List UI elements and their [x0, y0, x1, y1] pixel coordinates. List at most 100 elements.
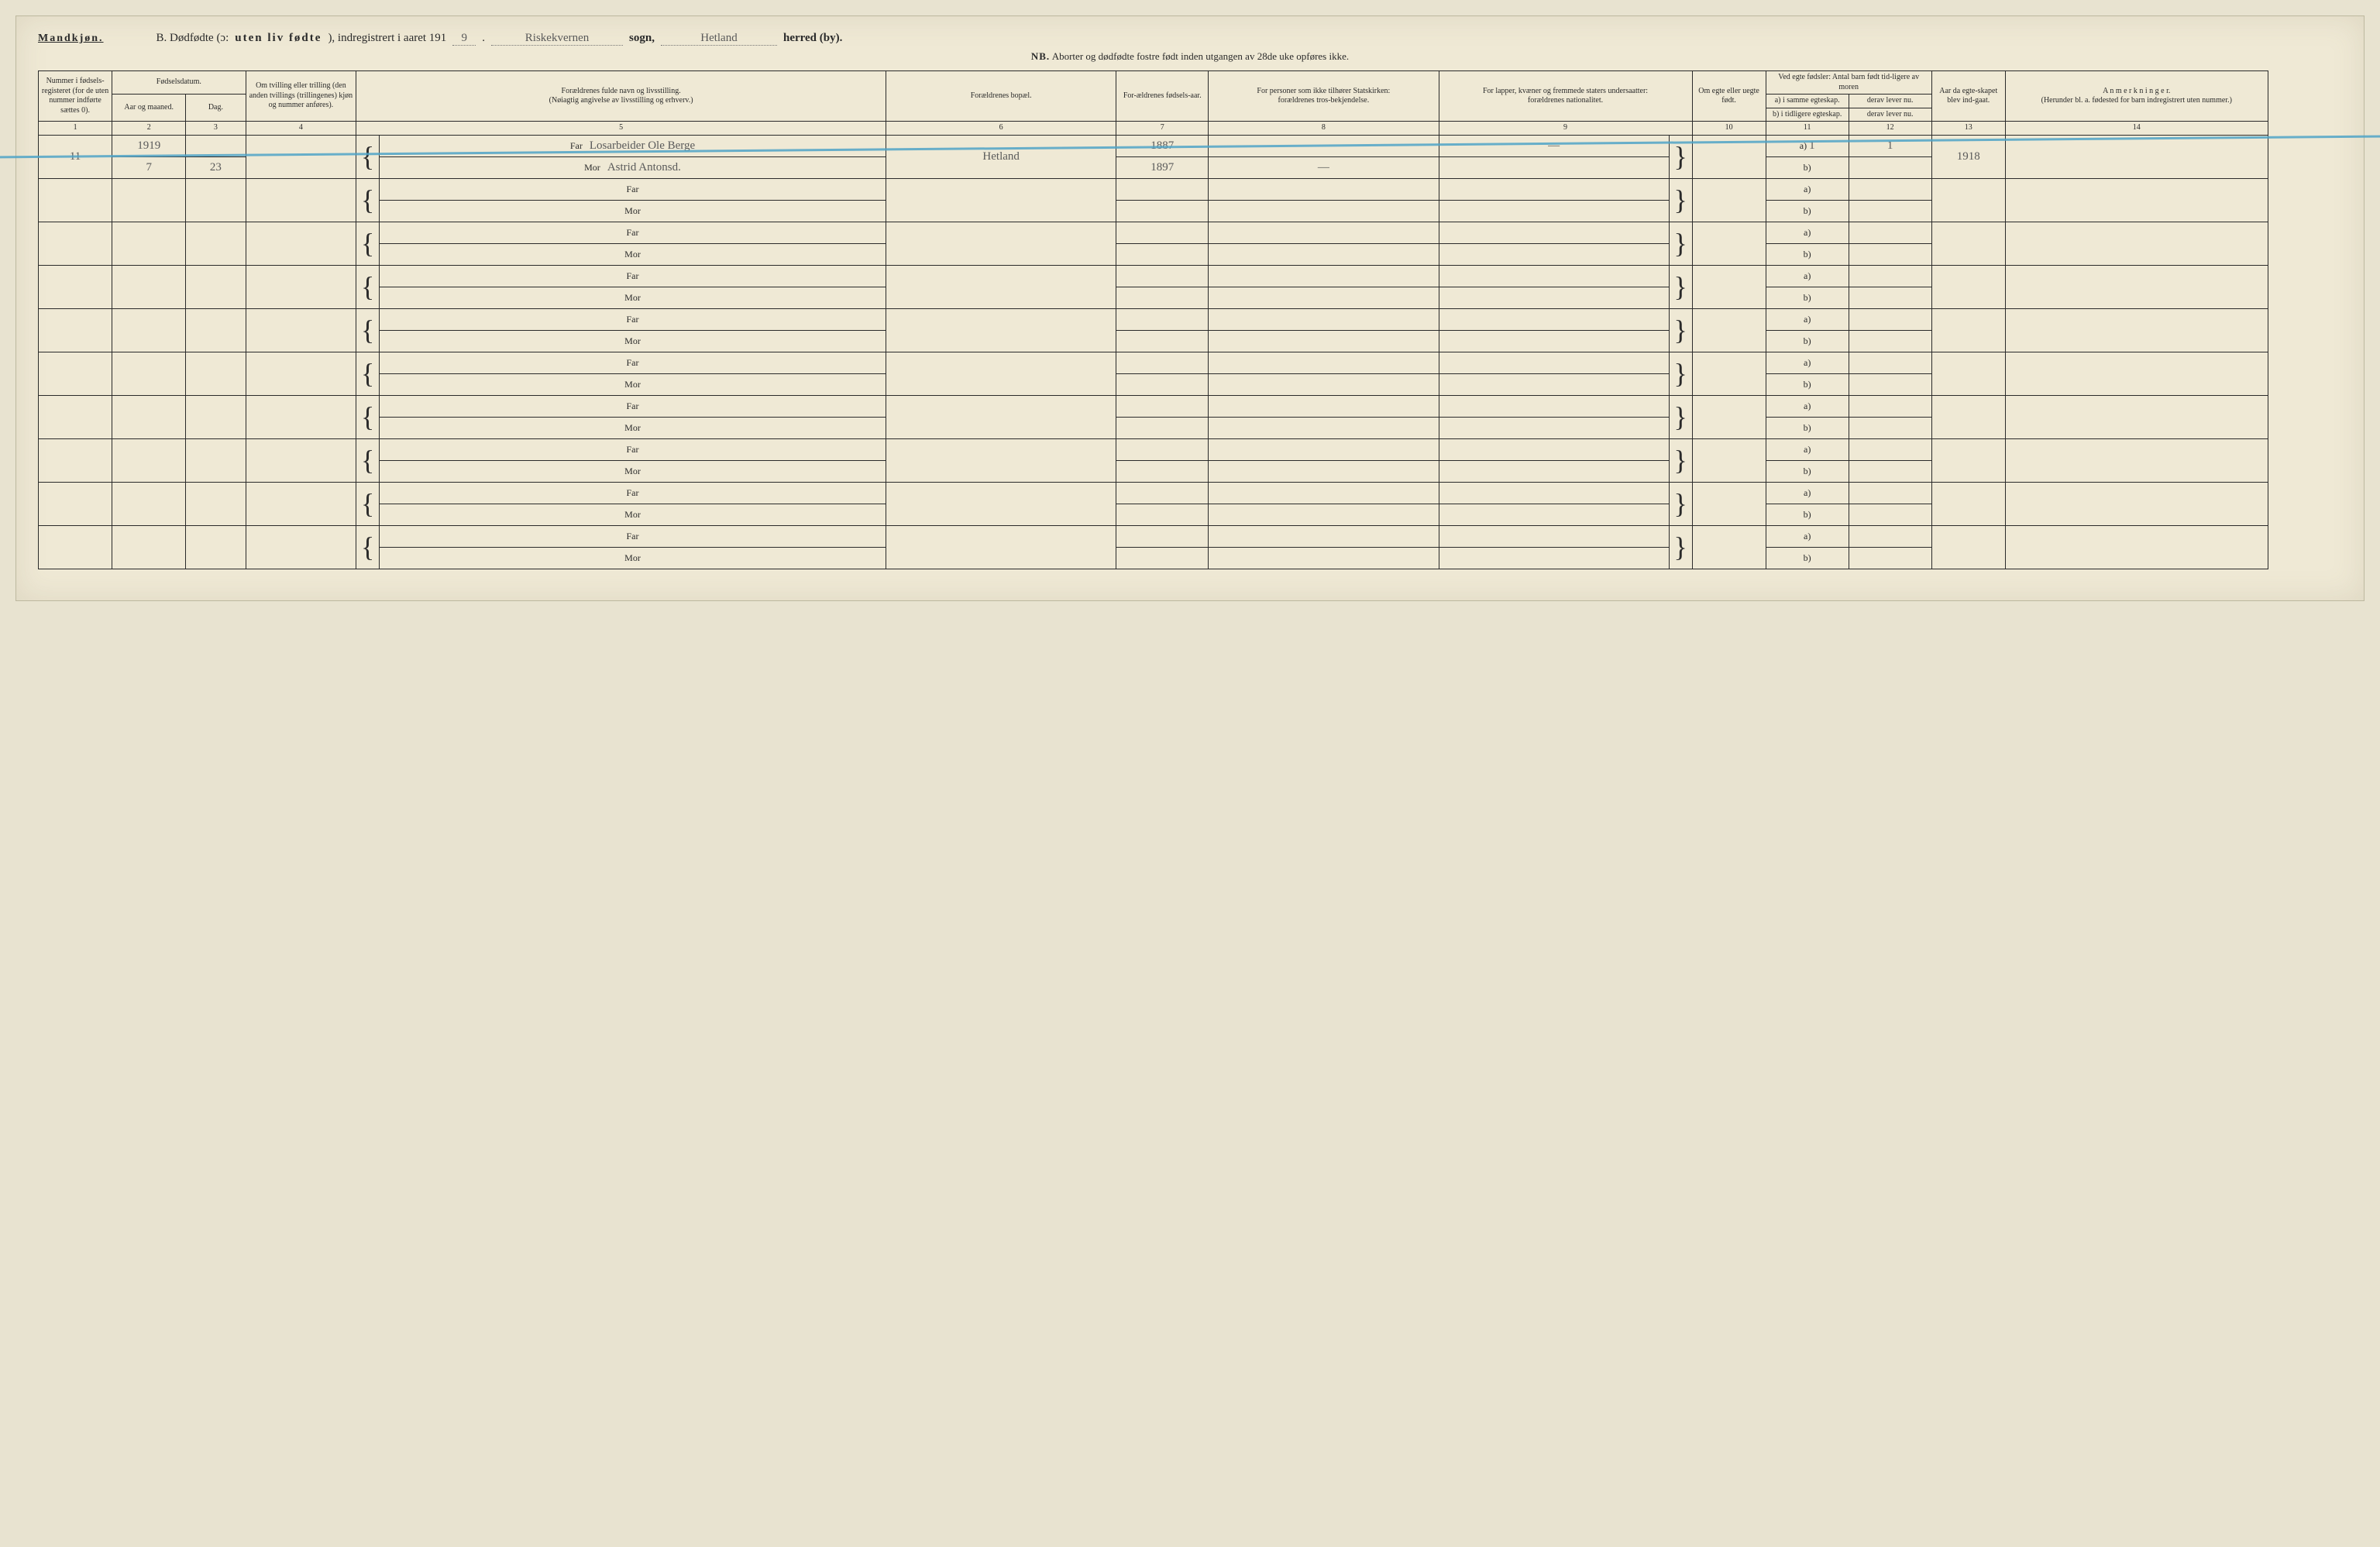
cell — [1931, 178, 2005, 222]
cell-b: b) — [1766, 504, 1849, 525]
herred-label: herred (by). — [783, 32, 842, 45]
far-cell: Far — [379, 482, 886, 504]
entry-12a: 1 — [1849, 135, 1931, 156]
far-label: Far — [626, 270, 638, 281]
cell — [2005, 308, 2268, 352]
a-label: a) — [1804, 184, 1811, 194]
mor-label: Mor — [584, 162, 600, 173]
cell — [186, 525, 246, 569]
cell — [246, 395, 356, 438]
cell-b: b) — [1766, 330, 1849, 352]
a-label: a) — [1804, 270, 1811, 281]
cell — [1116, 330, 1209, 352]
cell — [1439, 265, 1669, 287]
entry-11b: b) — [1766, 156, 1849, 178]
cell — [1209, 287, 1439, 308]
cell — [1692, 308, 1766, 352]
empty-row-far: {Far}a) — [39, 395, 2342, 417]
cell-b: b) — [1766, 287, 1849, 308]
empty-row-far: {Far}a) — [39, 308, 2342, 330]
mor-cell: Mor — [379, 460, 886, 482]
mor-cell: Mor — [379, 547, 886, 569]
sogn-value: Riskekvernen — [491, 32, 623, 46]
cell — [1692, 352, 1766, 395]
cell — [112, 222, 186, 265]
brace-right: } — [1669, 222, 1692, 265]
cell — [1116, 352, 1209, 373]
col-14a: A n m e r k n i n g e r. — [2008, 87, 2265, 97]
cell — [1116, 460, 1209, 482]
brace-right: } — [1669, 525, 1692, 569]
cell — [2005, 525, 2268, 569]
entry-year: 1919 — [112, 135, 186, 156]
entry-tros-far — [1209, 135, 1439, 156]
far-cell: Far — [379, 178, 886, 200]
colnum: 9 — [1439, 122, 1692, 136]
cell — [1116, 438, 1209, 460]
cell — [1209, 178, 1439, 200]
cell — [1209, 243, 1439, 265]
cell — [886, 222, 1116, 265]
entry-13: 1918 — [1931, 135, 2005, 178]
colnum: 11 — [1766, 122, 1849, 136]
cell — [1849, 547, 1931, 569]
cell — [1439, 395, 1669, 417]
col-12a-header: derav lever nu. — [1849, 95, 1931, 108]
far-cell: Far — [379, 308, 886, 330]
cell-b: b) — [1766, 417, 1849, 438]
title-mid: ), indregistrert i aaret 191 — [328, 32, 446, 45]
cell — [39, 482, 112, 525]
mor-cell: Mor — [379, 330, 886, 352]
cell — [186, 352, 246, 395]
cell — [1209, 525, 1439, 547]
mor-label: Mor — [624, 205, 641, 216]
mor-label: Mor — [624, 379, 641, 390]
b-label: b) — [1804, 466, 1811, 476]
cell — [1849, 417, 1931, 438]
cell — [1439, 460, 1669, 482]
empty-row-far: {Far}a) — [39, 265, 2342, 287]
cell — [186, 178, 246, 222]
title-prefix: B. Dødfødte (ɔ: — [156, 32, 229, 45]
far-cell: Far Losarbeider Ole Berge — [379, 135, 886, 156]
cell — [2005, 265, 2268, 308]
cell — [39, 352, 112, 395]
cell — [1209, 547, 1439, 569]
cell — [1849, 330, 1931, 352]
far-label: Far — [626, 444, 638, 455]
year-digit: 9 — [452, 32, 476, 46]
cell-a: a) — [1766, 265, 1849, 287]
far-label: Far — [626, 314, 638, 325]
nb-text: Aborter og dødfødte fostre født inden ut… — [1052, 50, 1349, 62]
cell — [1439, 200, 1669, 222]
far-cell: Far — [379, 352, 886, 373]
cell — [1439, 222, 1669, 243]
cell — [1439, 243, 1669, 265]
far-name: Losarbeider Ole Berge — [590, 139, 695, 152]
mor-label: Mor — [624, 249, 641, 260]
entry-month: 7 — [112, 156, 186, 178]
col-3-header: Dag. — [186, 95, 246, 122]
cell — [1439, 482, 1669, 504]
cell — [112, 482, 186, 525]
cell — [1931, 222, 2005, 265]
mor-cell: Mor — [379, 417, 886, 438]
register-page: Mandkjøn. B. Dødfødte (ɔ: uten liv fødte… — [15, 15, 2365, 601]
cell — [1209, 373, 1439, 395]
cell — [1692, 265, 1766, 308]
brace-right: } — [1669, 265, 1692, 308]
table-head: Nummer i fødsels-registeret (for de uten… — [39, 71, 2342, 136]
cell — [2005, 482, 2268, 525]
b-label: b) — [1804, 379, 1811, 390]
cell — [246, 525, 356, 569]
brace-right: } — [1669, 438, 1692, 482]
cell — [1931, 438, 2005, 482]
cell — [1439, 417, 1669, 438]
register-table: Nummer i fødsels-registeret (for de uten… — [38, 70, 2342, 569]
col-4-header: Om tvilling eller trilling (den anden tv… — [246, 71, 356, 122]
cell — [1116, 200, 1209, 222]
cell — [1849, 482, 1931, 504]
mor-cell: Mor — [379, 200, 886, 222]
cell — [1849, 243, 1931, 265]
far-cell: Far — [379, 438, 886, 460]
